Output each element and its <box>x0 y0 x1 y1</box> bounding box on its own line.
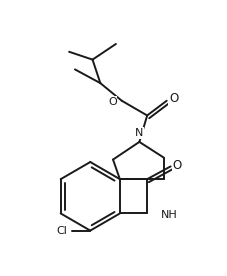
Text: N: N <box>135 128 143 138</box>
Text: O: O <box>172 159 181 172</box>
Text: Cl: Cl <box>56 225 67 236</box>
Text: O: O <box>108 97 116 107</box>
Text: NH: NH <box>160 210 177 221</box>
Text: O: O <box>168 92 177 105</box>
